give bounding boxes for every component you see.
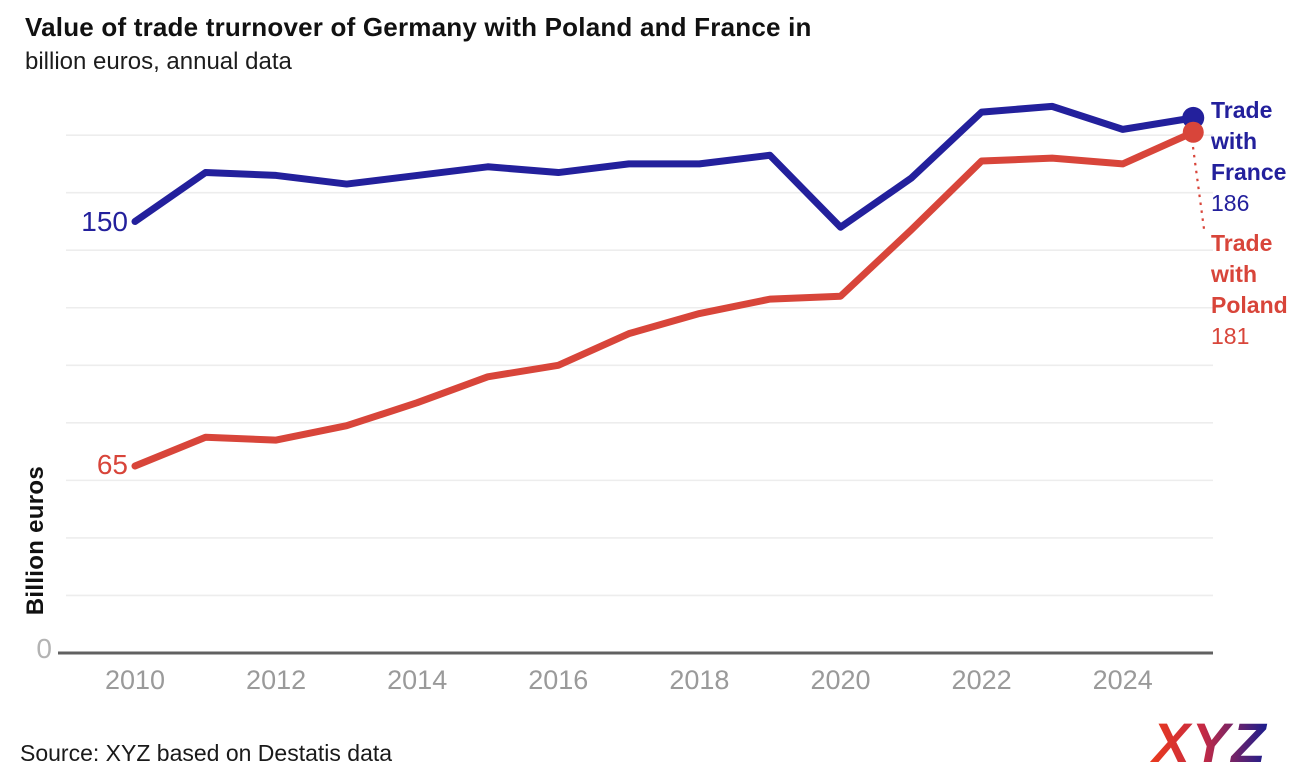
poland-start-value-label: 65 xyxy=(96,449,128,480)
poland-annotation: Trade with Poland 181 xyxy=(1211,228,1311,352)
source-attribution: Source: XYZ based on Destatis data xyxy=(20,740,393,766)
x-tick-label-2022: 2022 xyxy=(951,665,1012,695)
france-annotation-label: Trade with France xyxy=(1211,97,1287,185)
chart-title-line2: billion euros, annual data xyxy=(25,48,292,75)
poland-annotation-value: 181 xyxy=(1211,323,1250,349)
poland-label-connector xyxy=(1191,146,1206,230)
poland-line xyxy=(131,128,1197,470)
france-annotation: Trade with France 186 xyxy=(1211,95,1311,219)
chart-title-line1: Value of trade trurnover of Germany with… xyxy=(25,12,812,42)
poland-annotation-label: Trade with Poland xyxy=(1211,230,1288,318)
x-tick-label-2012: 2012 xyxy=(246,665,307,695)
france-line xyxy=(131,102,1197,231)
xyz-logo-text: XYZ xyxy=(1150,711,1268,774)
y-axis-title: Billion euros xyxy=(22,466,49,616)
zero-tick-label: 0 xyxy=(36,633,52,664)
x-tick-label-2020: 2020 xyxy=(810,665,871,695)
france-start-value-label: 150 xyxy=(81,206,128,237)
poland-endpoint-dot xyxy=(1182,121,1204,143)
x-tick-label-2010: 2010 xyxy=(104,665,166,695)
x-tick-label-2014: 2014 xyxy=(387,665,448,695)
x-tick-label-2018: 2018 xyxy=(669,665,730,695)
x-tick-label-2024: 2024 xyxy=(1092,665,1153,695)
xyz-logo: XYZ xyxy=(1150,711,1268,774)
x-tick-label-2016: 2016 xyxy=(528,665,589,695)
france-annotation-value: 186 xyxy=(1211,190,1250,216)
